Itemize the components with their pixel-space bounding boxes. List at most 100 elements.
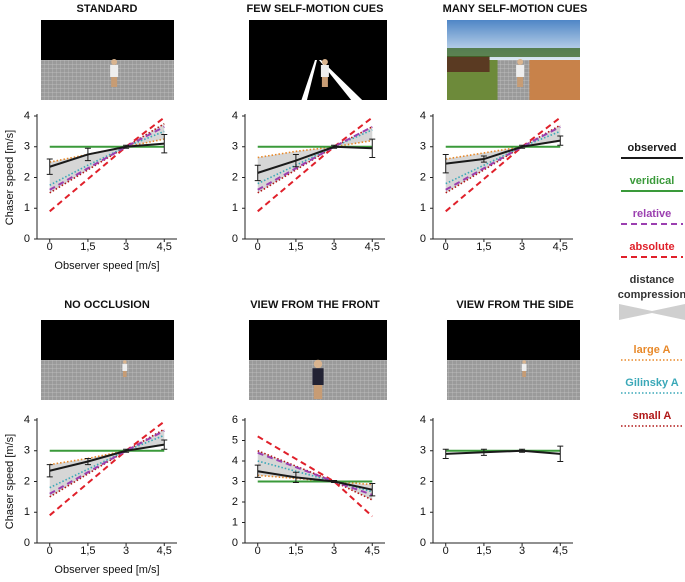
- sky: [41, 320, 174, 360]
- runner-legs: [321, 77, 328, 87]
- ground: [41, 60, 174, 100]
- y-tick-label: 0: [420, 537, 426, 549]
- ground: [447, 360, 580, 400]
- scene-image: [447, 320, 580, 400]
- runner-head: [111, 59, 118, 65]
- series-line: relative: [445, 125, 561, 191]
- legend-label: large A: [634, 344, 671, 356]
- x-tick-label: 0: [255, 545, 261, 557]
- y-tick-label: 2: [24, 171, 30, 183]
- error-bar: [557, 445, 564, 463]
- y-tick-label: 1: [420, 202, 426, 214]
- error-bar: [480, 448, 487, 456]
- error-bar: [123, 448, 130, 453]
- error-bar: [442, 448, 449, 459]
- y-tick-label: 4: [24, 414, 30, 426]
- error-bar: [480, 155, 487, 163]
- error-bar: [46, 464, 53, 478]
- x-tick-label: 3: [331, 241, 337, 253]
- x-tick-label: 4,5: [157, 545, 172, 557]
- y-tick-label: 1: [232, 202, 238, 214]
- y-tick-label: 3: [232, 141, 238, 153]
- panel-title: FEW SELF-MOTION CUES: [247, 3, 384, 15]
- x-tick-label: 0: [47, 241, 53, 253]
- runner-legs: [122, 371, 127, 377]
- series-line: Gilinsky A: [49, 130, 165, 186]
- y-tick-label: 1: [24, 202, 30, 214]
- runner-body: [312, 368, 324, 385]
- y-tick-label: 3: [420, 141, 426, 153]
- x-tick-label: 3: [331, 545, 337, 557]
- runner-legs: [111, 77, 118, 87]
- error-bar: [519, 448, 526, 453]
- x-axis-label: Observer speed [m/s]: [54, 260, 159, 272]
- y-tick-label: 0: [24, 537, 30, 549]
- x-tick-label: 4,5: [553, 241, 568, 253]
- runner-legs: [522, 371, 526, 377]
- y-tick-label: 4: [24, 110, 30, 122]
- y-tick-label: 2: [420, 171, 426, 183]
- panel-title: VIEW FROM THE SIDE: [456, 299, 573, 311]
- y-tick-label: 0: [232, 233, 238, 245]
- error-bar: [46, 158, 53, 175]
- error-bar: [331, 479, 338, 484]
- runner-head: [321, 59, 328, 65]
- x-tick-label: 4,5: [553, 545, 568, 557]
- sky: [249, 320, 387, 360]
- error-bar: [84, 147, 91, 162]
- x-tick-label: 3: [123, 545, 129, 557]
- y-tick-label: 4: [232, 455, 238, 467]
- y-tick-label: 3: [24, 445, 30, 457]
- y-tick-label: 1: [420, 506, 426, 518]
- y-tick-label: 2: [232, 171, 238, 183]
- x-axis-label: Observer speed [m/s]: [54, 564, 159, 576]
- y-tick-label: 6: [232, 414, 238, 426]
- x-tick-label: 3: [123, 241, 129, 253]
- legend-label: small A: [633, 410, 672, 422]
- x-tick-label: 0: [443, 545, 449, 557]
- series-line: absolute: [49, 420, 165, 517]
- series-line: observed: [445, 449, 561, 455]
- scene-image: [447, 20, 580, 100]
- x-tick-label: 0: [255, 241, 261, 253]
- runner-head: [122, 360, 127, 364]
- series-line: relative: [257, 125, 373, 191]
- series-line: observed: [49, 443, 165, 472]
- error-bar: [519, 144, 526, 149]
- x-tick-label: 4,5: [365, 545, 380, 557]
- y-axis-label: Chaser speed [m/s]: [4, 434, 16, 529]
- x-tick-label: 0: [47, 545, 53, 557]
- scene-image: [249, 20, 387, 100]
- error-bar: [557, 135, 564, 146]
- series-line: relative: [49, 125, 165, 191]
- fence: [447, 56, 490, 72]
- y-axis-label: Chaser speed [m/s]: [4, 130, 16, 225]
- series-line: absolute: [257, 435, 373, 518]
- panel-title: VIEW FROM THE FRONT: [250, 299, 380, 311]
- scene-image: [249, 320, 387, 400]
- x-tick-label: 1,5: [80, 545, 95, 557]
- y-tick-label: 0: [420, 233, 426, 245]
- series-line: absolute: [445, 116, 561, 213]
- x-tick-label: 1,5: [288, 241, 303, 253]
- field: [529, 60, 580, 100]
- y-tick-label: 2: [232, 496, 238, 508]
- y-tick-label: 2: [24, 475, 30, 487]
- series-line: Gilinsky A: [257, 460, 373, 493]
- runner-head: [517, 59, 524, 65]
- error-bar: [161, 133, 168, 154]
- panel-title: NO OCCLUSION: [64, 299, 150, 311]
- road-line: [301, 60, 317, 100]
- scene-image: [41, 320, 174, 400]
- ground: [249, 60, 387, 100]
- series-line: absolute: [49, 116, 165, 213]
- x-tick-label: 3: [519, 545, 525, 557]
- runner-legs: [517, 77, 524, 87]
- sky: [447, 320, 580, 360]
- error-bar: [254, 464, 261, 478]
- error-bar: [442, 153, 449, 174]
- ground: [41, 360, 174, 400]
- runner-body: [516, 65, 525, 77]
- error-bar: [84, 457, 91, 466]
